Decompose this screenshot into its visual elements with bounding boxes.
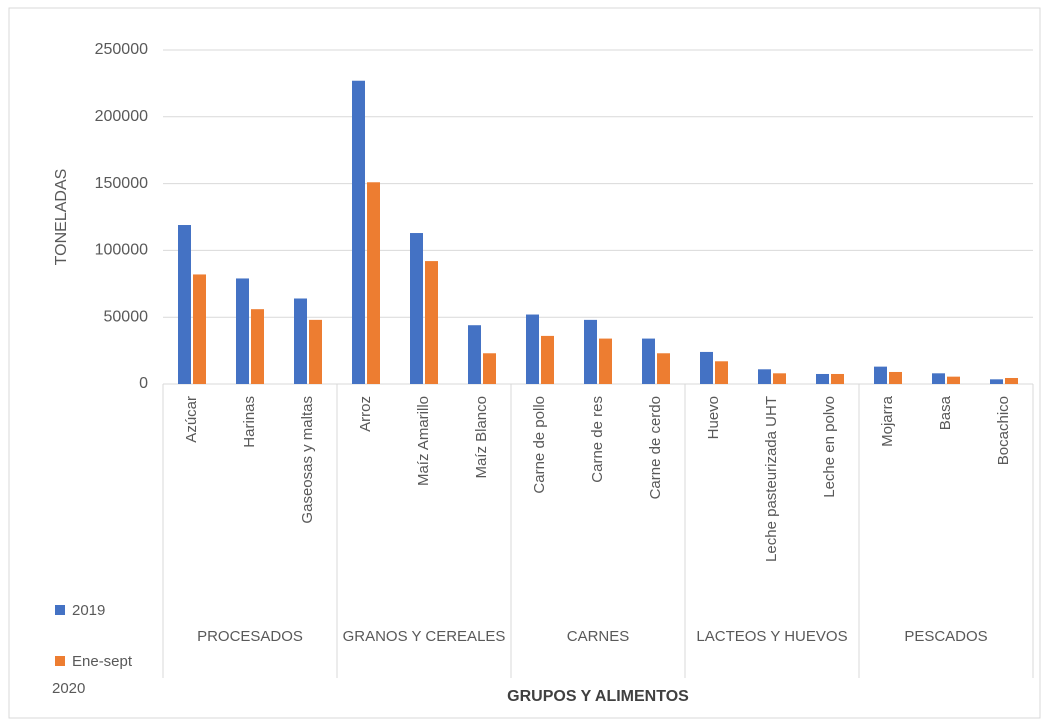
bar: [584, 319, 597, 384]
bar: [758, 369, 771, 384]
group-label: LACTEOS Y HUEVOS: [696, 628, 847, 645]
bar: [874, 366, 887, 384]
chart-border: [8, 7, 1041, 719]
group-label: GRANOS Y CEREALES: [343, 628, 506, 645]
x-tick-label: Maíz Amarillo: [415, 396, 432, 486]
legend-item: 2019: [52, 597, 164, 624]
bar: [715, 361, 728, 384]
bar: [468, 325, 481, 384]
legend-swatch: [55, 656, 65, 666]
bar: [294, 298, 307, 384]
bar: [1005, 377, 1018, 384]
bar: [541, 335, 554, 384]
x-tick-label: Mojarra: [879, 395, 896, 447]
x-tick-label: Basa: [937, 395, 954, 430]
x-axis-label: GRUPOS Y ALIMENTOS: [507, 688, 689, 705]
bar: [425, 261, 438, 384]
y-axis-label: TONELADAS: [53, 169, 70, 266]
x-tick-label: Huevo: [705, 396, 722, 439]
x-tick-label: Harinas: [241, 396, 258, 448]
y-tick-label: 0: [139, 375, 148, 392]
bar: [889, 371, 902, 384]
bar: [193, 274, 206, 384]
bar: [642, 338, 655, 384]
group-label: PESCADOS: [904, 628, 987, 645]
x-tick-label: Arroz: [357, 396, 374, 432]
bar: [816, 373, 829, 384]
x-tick-label: Maíz Blanco: [473, 396, 490, 479]
x-tick-label: Gaseosas y maltas: [299, 396, 316, 524]
bar: [932, 373, 945, 384]
x-tick-label: Carne de cerdo: [647, 396, 664, 499]
group-label: CARNES: [567, 628, 630, 645]
bar: [367, 182, 380, 384]
y-tick-label: 50000: [104, 308, 149, 325]
x-tick-label: Carne de pollo: [531, 396, 548, 494]
bar: [599, 338, 612, 384]
y-tick-label: 200000: [95, 108, 148, 125]
x-tick-label: Bocachico: [995, 396, 1012, 465]
bar: [947, 376, 960, 384]
bar: [236, 278, 249, 384]
legend-item: Ene-sept 2020: [52, 648, 164, 702]
bar: [526, 314, 539, 384]
bar: [251, 309, 264, 384]
bar: [990, 379, 1003, 384]
bar: [773, 373, 786, 384]
y-tick-label: 150000: [95, 175, 148, 192]
bar: [410, 233, 423, 384]
legend-label: Ene-sept 2020: [52, 653, 133, 697]
y-tick-label: 250000: [95, 41, 148, 58]
bar: [309, 319, 322, 384]
bar: [831, 373, 844, 384]
bar: [700, 351, 713, 384]
x-tick-label: Leche en polvo: [821, 396, 838, 498]
legend-swatch: [55, 605, 65, 615]
bar: [352, 80, 365, 384]
legend-label: 2019: [72, 602, 106, 619]
x-tick-label: Carne de res: [589, 396, 606, 483]
y-tick-label: 100000: [95, 242, 148, 259]
x-tick-label: Azúcar: [183, 396, 200, 443]
x-tick-label: Leche pasteurizada UHT: [763, 396, 780, 562]
group-label: PROCESADOS: [197, 628, 303, 645]
bar: [483, 353, 496, 384]
bar: [657, 353, 670, 384]
bar: [178, 225, 191, 384]
